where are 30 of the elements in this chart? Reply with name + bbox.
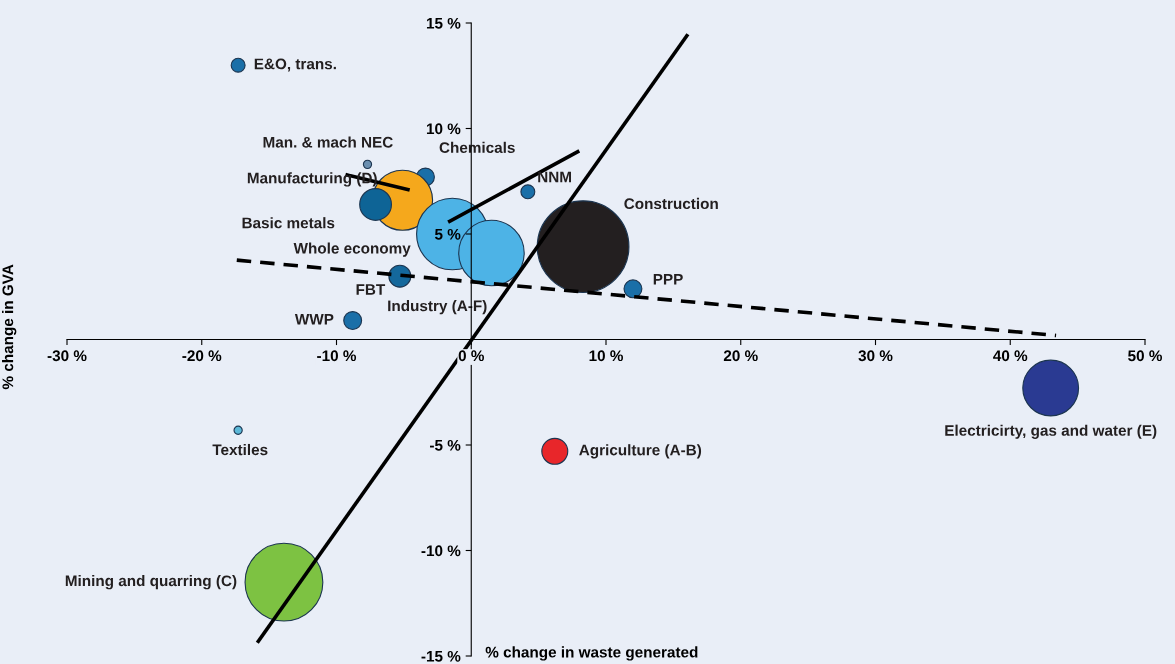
x-axis-title: % change in waste generated (485, 646, 698, 661)
series-label: NNM (538, 171, 571, 183)
x-tick-label: 0 % (458, 350, 485, 362)
x-tick-label: 50 % (1128, 350, 1163, 362)
series-label: Mining and quarring (C) (65, 575, 237, 590)
series-label: Electricirty, gas and water (E) (945, 424, 1157, 439)
x-tick-label: 20 % (723, 350, 758, 362)
series-label: Basic metals (242, 217, 335, 229)
x-tick-label: -20 % (182, 350, 222, 362)
series-label: PPP (653, 273, 683, 285)
x-tick-label: -10 % (317, 350, 357, 362)
y-axis-title: % change in GVA (2, 264, 17, 390)
y-tick-label: -15 % (421, 650, 461, 662)
series-label: Whole economy (293, 242, 411, 257)
series-label: WWP (294, 313, 334, 325)
series-label: Agriculture (A-B) (579, 444, 702, 459)
y-tick-label: -5 % (430, 439, 461, 451)
series-label: Textiles (212, 443, 268, 456)
x-tick-label: 40 % (993, 350, 1028, 362)
x-tick-label: 30 % (858, 350, 893, 362)
series-label: Construction (624, 197, 718, 210)
y-tick-label: 15 % (426, 17, 461, 29)
x-tick-label: 10 % (589, 350, 624, 362)
series-label: FBT (356, 284, 386, 295)
series-label: Man. & mach NEC (263, 136, 393, 148)
x-tick-label: -30 % (47, 350, 87, 362)
y-tick-label: 5 % (434, 228, 461, 240)
y-tick-label: -10 % (421, 545, 461, 557)
series-label: E&O, trans. (254, 58, 336, 72)
y-tick-label: 10 % (426, 123, 461, 135)
